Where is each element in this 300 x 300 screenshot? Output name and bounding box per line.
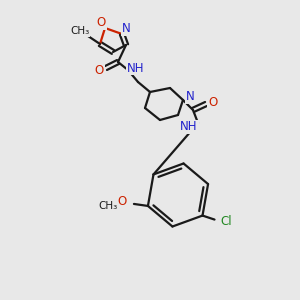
Text: N: N bbox=[122, 22, 130, 35]
Text: CH₃: CH₃ bbox=[98, 201, 118, 211]
Text: N: N bbox=[186, 91, 194, 103]
Text: NH: NH bbox=[180, 121, 198, 134]
Text: O: O bbox=[94, 64, 103, 76]
Text: O: O bbox=[96, 16, 106, 29]
Text: O: O bbox=[208, 95, 217, 109]
Text: O: O bbox=[117, 195, 127, 208]
Text: CH₃: CH₃ bbox=[70, 26, 90, 36]
Text: NH: NH bbox=[127, 61, 145, 74]
Text: Cl: Cl bbox=[221, 215, 232, 228]
